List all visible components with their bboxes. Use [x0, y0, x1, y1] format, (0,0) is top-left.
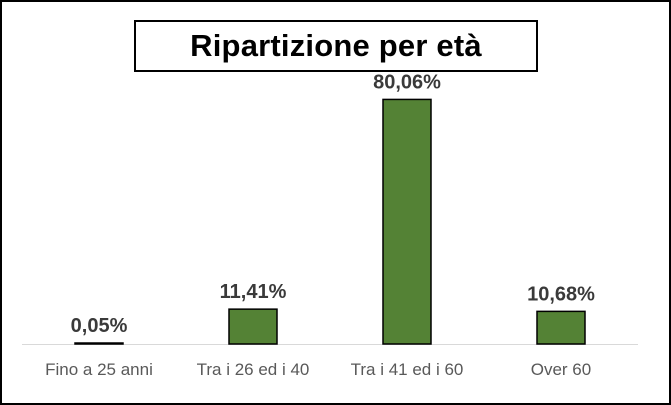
- bar-3: [382, 98, 432, 345]
- category-label-1: Fino a 25 anni: [45, 360, 153, 379]
- category-label-2: Tra i 26 ed i 40: [197, 360, 310, 379]
- category-label-4: Over 60: [531, 360, 591, 379]
- bar-2: [228, 308, 278, 345]
- chart-title-box: Ripartizione per età: [134, 20, 538, 72]
- value-label-1: 0,05%: [71, 315, 128, 337]
- value-label-2: 11,41%: [220, 281, 287, 303]
- category-label-3: Tra i 41 ed i 60: [351, 360, 464, 379]
- bar-1: [74, 342, 124, 345]
- bar-4: [536, 310, 586, 345]
- value-label-4: 10,68%: [527, 283, 595, 305]
- value-label-3: 80,06%: [373, 71, 441, 93]
- chart-title: Ripartizione per età: [190, 28, 482, 63]
